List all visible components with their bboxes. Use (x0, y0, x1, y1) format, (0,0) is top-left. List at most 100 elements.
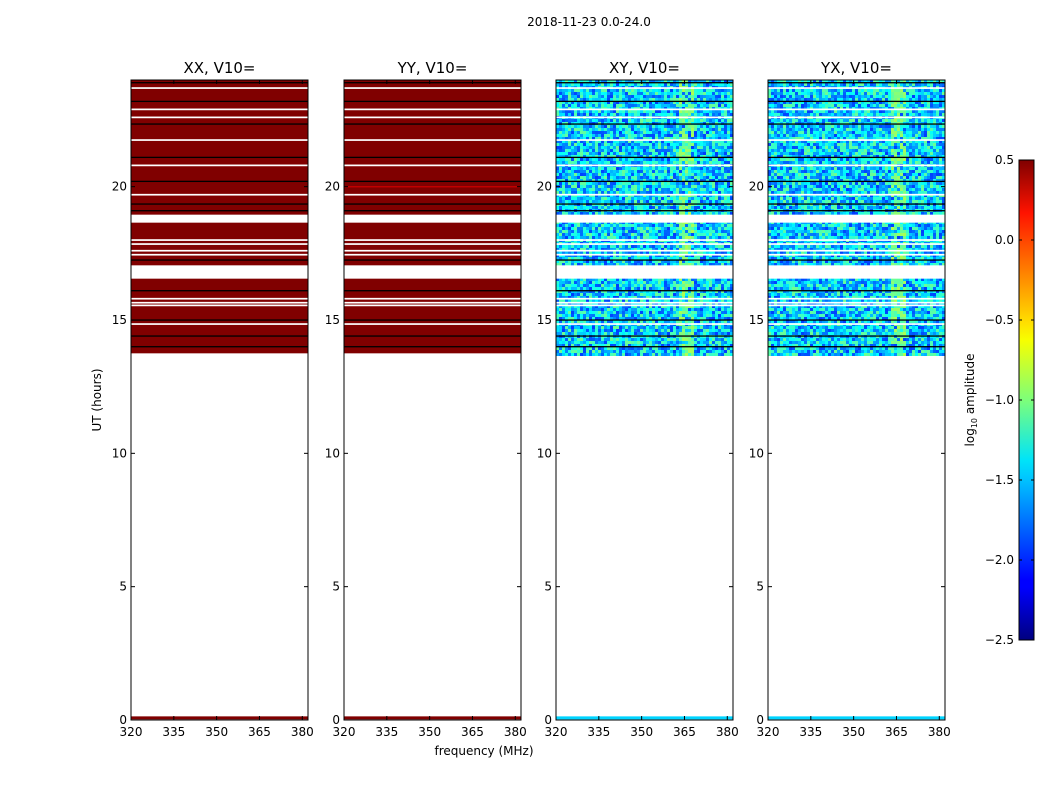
data-cell (637, 110, 640, 113)
data-cell (691, 125, 694, 128)
data-cell (607, 140, 610, 143)
data-cell (583, 143, 586, 146)
data-cell (655, 155, 658, 158)
data-cell (652, 158, 655, 161)
data-cell (667, 134, 670, 137)
data-cell (685, 233, 688, 236)
data-cell (604, 191, 607, 194)
data-cell (580, 149, 583, 152)
data-cell (619, 167, 622, 170)
data-cell (613, 278, 616, 281)
data-cell (616, 320, 619, 323)
data-cell (664, 128, 667, 131)
y-tick-label: 0 (332, 713, 340, 727)
data-cell (622, 293, 625, 296)
data-cell (610, 245, 613, 248)
data-cell (670, 185, 673, 188)
data-cell (577, 212, 580, 215)
dark-row (344, 335, 521, 337)
data-cell (583, 104, 586, 107)
data-cell (601, 320, 604, 323)
data-cell (634, 125, 637, 128)
data-cell (673, 176, 676, 179)
data-cell (586, 212, 589, 215)
data-cell (625, 143, 628, 146)
data-cell (574, 179, 577, 182)
data-cell (595, 284, 598, 287)
data-cell (589, 146, 592, 149)
data-cell (607, 104, 610, 107)
data-cell (637, 134, 640, 137)
data-cell (565, 260, 568, 263)
data-cell (676, 314, 679, 317)
data-cell (601, 206, 604, 209)
data-cell (631, 155, 634, 158)
data-cell (724, 257, 727, 260)
y-tick-label: 20 (112, 180, 127, 194)
data-cell (586, 287, 589, 290)
data-cell (703, 101, 706, 104)
thin-gap (344, 253, 521, 256)
data-cell (685, 206, 688, 209)
data-cell (694, 257, 697, 260)
data-cell (583, 80, 586, 83)
data-cell (589, 293, 592, 296)
data-cell (694, 260, 697, 263)
data-cell (619, 170, 622, 173)
data-cell (679, 191, 682, 194)
data-cell (697, 158, 700, 161)
data-cell (703, 248, 706, 251)
data-cell (586, 113, 589, 116)
data-cell (685, 113, 688, 116)
data-cell (685, 95, 688, 98)
data-cell (703, 173, 706, 176)
data-cell (556, 281, 559, 284)
data-cell (592, 326, 595, 329)
dark-row (344, 100, 521, 103)
data-cell (601, 227, 604, 230)
data-cell (613, 230, 616, 233)
data-cell (667, 281, 670, 284)
data-cell (679, 284, 682, 287)
data-cell (664, 296, 667, 299)
data-cell (667, 293, 670, 296)
data-cell (676, 233, 679, 236)
data-cell (616, 281, 619, 284)
data-cell (721, 155, 724, 158)
data-cell (637, 167, 640, 170)
data-cell (607, 143, 610, 146)
data-cell (643, 173, 646, 176)
data-cell (676, 89, 679, 92)
data-cell (715, 305, 718, 308)
data-cell (571, 188, 574, 191)
data-cell (598, 263, 601, 266)
data-cell (712, 152, 715, 155)
data-cell (730, 167, 733, 170)
data-cell (592, 110, 595, 113)
data-cell (589, 110, 592, 113)
data-cell (715, 125, 718, 128)
data-cell (559, 134, 562, 137)
data-cell (625, 212, 628, 215)
panel-xx-data (131, 80, 308, 720)
data-cell (640, 290, 643, 293)
data-cell (589, 167, 592, 170)
data-cell (595, 107, 598, 110)
data-cell (661, 293, 664, 296)
data-cell (598, 176, 601, 179)
data-cell (637, 251, 640, 254)
data-cell (595, 314, 598, 317)
data-cell (712, 257, 715, 260)
data-cell (571, 131, 574, 134)
data-cell (688, 212, 691, 215)
data-cell (589, 278, 592, 281)
data-cell (634, 296, 637, 299)
data-cell (643, 179, 646, 182)
data-cell (664, 155, 667, 158)
data-cell (715, 200, 718, 203)
data-cell (616, 128, 619, 131)
data-cell (613, 143, 616, 146)
data-cell (658, 287, 661, 290)
data-cell (709, 308, 712, 311)
data-cell (565, 311, 568, 314)
